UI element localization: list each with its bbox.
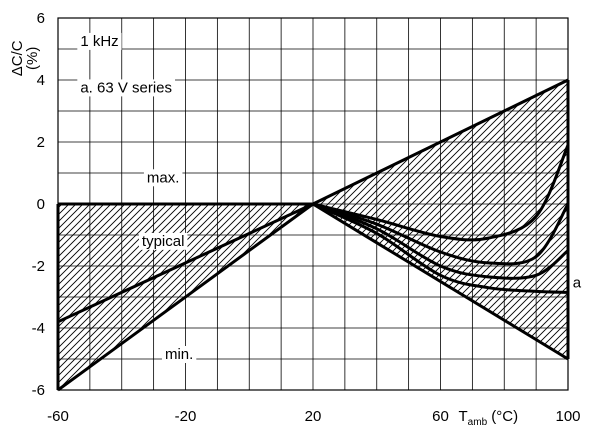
x-tick-label: 100 — [555, 408, 580, 425]
x-tick-label: 20 — [305, 408, 322, 425]
envelope-line-typical — [57, 202, 314, 324]
annotation-series: a. 63 V series — [80, 79, 172, 96]
curve-3 — [311, 202, 570, 280]
y-axis-unit: (%) — [24, 47, 41, 70]
curve-group-label: a — [573, 275, 582, 292]
y-tick-label: -6 — [32, 382, 45, 399]
x-axis-unit: (°C) — [487, 408, 518, 425]
x-axis-symbol: T — [459, 408, 468, 425]
y-tick-label: 4 — [37, 72, 45, 89]
y-tick-label: 0 — [37, 196, 45, 213]
x-tick-label: -60 — [47, 408, 69, 425]
curve-2 — [311, 202, 570, 266]
y-axis-label: ΔC/C(%) — [9, 40, 41, 76]
x-tick-label: 60 — [432, 408, 449, 425]
y-tick-label: 2 — [37, 134, 45, 151]
plot-frame — [57, 17, 569, 391]
curve-group-label-bg — [569, 274, 585, 292]
y-axis-quantity: ΔC/C — [9, 40, 26, 76]
annotation-frequency-bg — [77, 32, 122, 50]
x-axis-label: Tamb (°C) — [459, 408, 519, 428]
label-min-bg — [161, 346, 197, 363]
tolerance-regions — [58, 80, 568, 390]
axes — [57, 17, 569, 391]
label-typical: typical — [142, 233, 185, 250]
y-tick-label: -4 — [32, 320, 45, 337]
label-max-bg — [143, 169, 183, 187]
label-typical-bg — [138, 232, 188, 250]
label-max: max. — [147, 169, 180, 186]
curve-1 — [311, 143, 570, 242]
x-axis-subscript: amb — [468, 417, 488, 428]
y-tick-label: 6 — [37, 10, 45, 27]
curve-series — [311, 143, 570, 294]
y-tick-label: -2 — [32, 258, 45, 275]
annotation-series-bg — [77, 79, 176, 97]
curve-4 — [311, 202, 570, 294]
annotation-frequency: 1 kHz — [80, 33, 118, 50]
x-tick-label: -20 — [175, 408, 197, 425]
hatched-region — [58, 80, 568, 390]
label-min: min. — [165, 346, 193, 363]
